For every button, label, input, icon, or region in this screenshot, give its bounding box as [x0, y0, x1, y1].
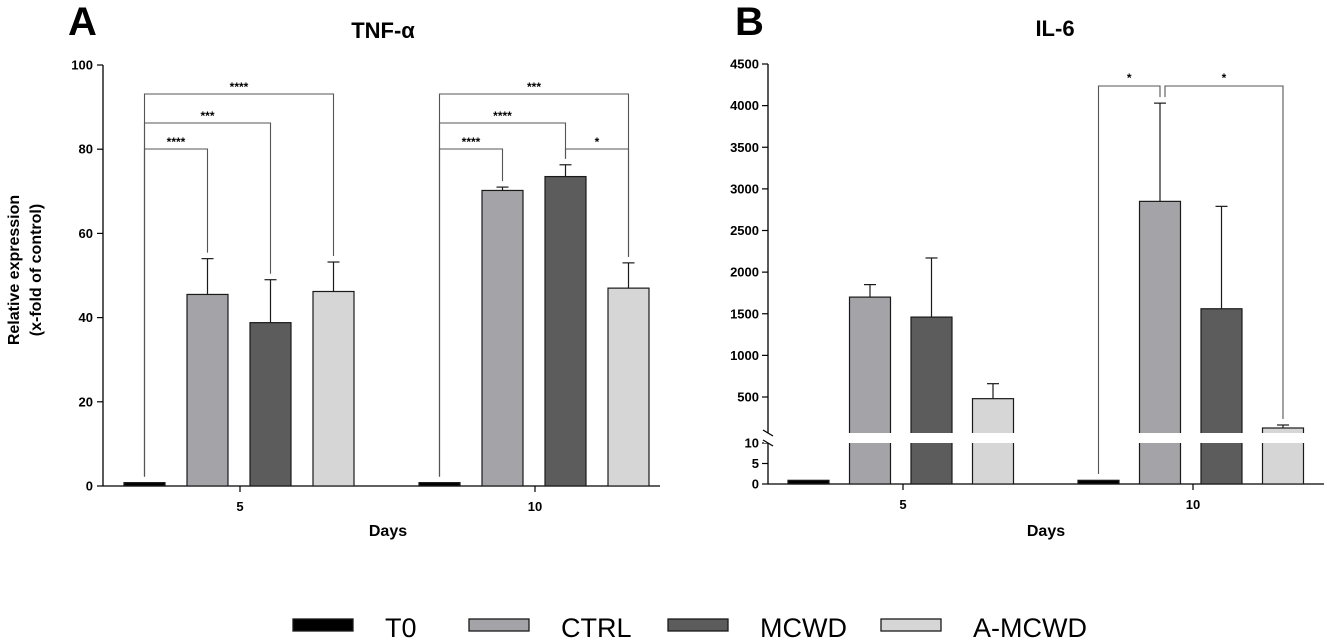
significance-label: ****	[167, 135, 186, 149]
x-axis-title-a: Days	[369, 523, 407, 540]
significance-label: ***	[200, 109, 214, 123]
significance-label: ****	[230, 80, 249, 94]
bar-a-mcwd-day-10	[607, 287, 650, 487]
significance-bracket	[1097, 85, 1161, 474]
bar-t0-day-5	[787, 479, 830, 485]
significance-label: ***	[527, 80, 541, 94]
legend-swatch-ctrl	[468, 618, 530, 632]
y-tick-label: 3000	[730, 181, 759, 196]
significance-bracket	[1164, 85, 1284, 419]
bar-t0-day-10	[418, 482, 461, 487]
significance-bracket	[143, 93, 335, 477]
significance-label: ****	[493, 109, 512, 123]
y-tick-label: 0	[752, 477, 759, 492]
y-tick-label: 5	[752, 456, 759, 471]
y-tick-label: 1000	[730, 348, 759, 363]
chart-title-a: TNF-α	[351, 18, 415, 43]
y-tick-label: 60	[79, 226, 93, 241]
y-tick-label: 4500	[730, 57, 759, 72]
bar-ctrl-day-5	[848, 296, 892, 485]
x-tick-label: 5	[236, 499, 243, 514]
y-tick-label: 100	[71, 58, 93, 73]
y-tick-label: 2000	[730, 265, 759, 280]
y-tick-label: 500	[737, 390, 759, 405]
y-tick-label: 3500	[730, 140, 759, 155]
panel-letter-b: B	[735, 0, 764, 44]
legend-label-ctrl: CTRL	[561, 613, 632, 643]
legend: T0 CTRL MCWD A-MCWD	[292, 613, 1087, 643]
y-tick-label: 1500	[730, 306, 759, 321]
y-tick-label: 4000	[730, 98, 759, 113]
panel-letter-a: A	[68, 0, 97, 44]
axis-break-mark-lower	[762, 439, 774, 447]
bar-t0-day-10	[1077, 479, 1120, 485]
y-tick-label: 40	[79, 310, 93, 325]
legend-swatch-t0	[292, 618, 354, 632]
significance-bracket	[438, 93, 630, 477]
legend-swatch-a-mcwd	[880, 618, 942, 632]
bar-ctrl-day-10	[481, 189, 524, 487]
y-axis-title-a-line1: Relative expression	[6, 195, 23, 345]
y-tick-label: 10	[745, 436, 759, 451]
x-tick-label: 10	[528, 499, 542, 514]
legend-label-mcwd: MCWD	[760, 613, 847, 643]
legend-label-t0: T0	[385, 613, 417, 643]
axis-break-band	[764, 433, 1324, 443]
significance-label: *	[1222, 71, 1227, 85]
bar-mcwd-day-5	[910, 316, 953, 485]
chart-b: 500 1000 1500 2000 2500 3000 3500 4000 4500 0 5 10 5…	[730, 57, 1324, 512]
y-tick-label: 2500	[730, 223, 759, 238]
y-axis-title-a-line2: (x-fold of control)	[28, 204, 45, 336]
bar-mcwd-day-10	[544, 175, 587, 487]
significance-bracket	[564, 148, 630, 257]
significance-label: ****	[462, 135, 481, 149]
bar-mcwd-day-10	[1200, 308, 1243, 485]
bar-mcwd-day-5	[249, 322, 292, 487]
y-tick-label: 20	[79, 394, 93, 409]
x-tick-label: 10	[1186, 497, 1200, 512]
axis-break-mark-upper	[762, 429, 774, 437]
bar-t0-day-5	[123, 482, 166, 487]
y-tick-label: 0	[86, 479, 93, 494]
bar-a-mcwd-day-5	[312, 290, 355, 487]
legend-label-a-mcwd: A-MCWD	[973, 613, 1087, 643]
chart-title-b: IL-6	[1035, 16, 1074, 41]
significance-label: *	[595, 135, 600, 149]
y-tick-label: 80	[79, 142, 93, 157]
bar-ctrl-day-5	[186, 293, 229, 487]
x-axis-title-b: Days	[1027, 523, 1065, 540]
legend-swatch-mcwd	[667, 618, 729, 632]
significance-label: *	[1127, 71, 1132, 85]
x-tick-label: 5	[899, 497, 906, 512]
